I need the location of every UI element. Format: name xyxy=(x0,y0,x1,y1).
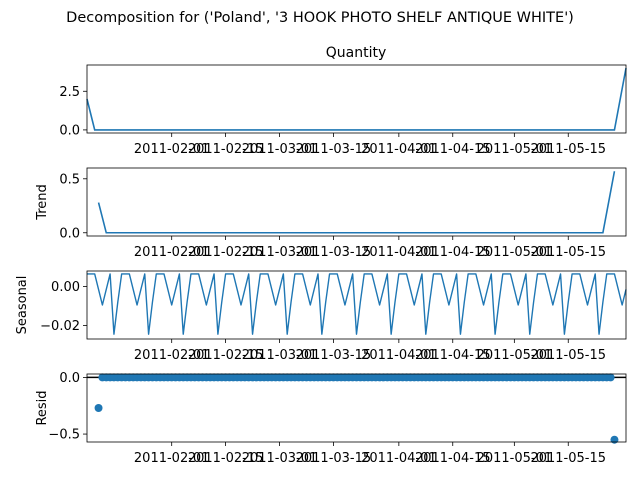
seasonal-xtick-label: 2011-05-15 xyxy=(530,348,606,363)
resid-ytick-label: −0.5 xyxy=(48,428,80,443)
observed-xtick-label: 2011-05-15 xyxy=(530,142,606,157)
trend-xtick-label: 2011-04-15 xyxy=(415,245,491,260)
resid-xtick-label: 2011-04-01 xyxy=(361,451,437,466)
trend-axes-frame xyxy=(86,167,627,237)
resid-xtick-label: 2011-03-15 xyxy=(296,451,372,466)
resid-xtick-label: 2011-05-15 xyxy=(530,451,606,466)
panel-seasonal: 0.00−0.022011-02-012011-02-152011-03-012… xyxy=(15,270,627,363)
panel-observed: 0.02.52011-02-012011-02-152011-03-012011… xyxy=(59,64,627,157)
seasonal-xtick-label: 2011-02-01 xyxy=(134,348,210,363)
seasonal-series-line xyxy=(87,273,627,335)
resid-axes-frame xyxy=(86,373,627,443)
trend-ytick-label: 0.5 xyxy=(59,172,80,187)
panel-resid: 0.0−0.52011-02-012011-02-152011-03-01201… xyxy=(35,371,627,466)
panel-observed-title: Quantity xyxy=(326,45,387,61)
resid-ytick-label: 0.0 xyxy=(59,371,80,386)
trend-xtick-label: 2011-02-01 xyxy=(134,245,210,260)
resid-xtick-label: 2011-05-01 xyxy=(477,451,553,466)
observed-ytick-label: 0.0 xyxy=(59,123,80,138)
observed-xtick-label: 2011-03-15 xyxy=(296,142,372,157)
observed-series-line xyxy=(86,67,627,131)
observed-xtick-label: 2011-02-15 xyxy=(188,142,264,157)
seasonal-xtick-label: 2011-03-01 xyxy=(242,348,318,363)
panels: 0.02.52011-02-012011-02-152011-03-012011… xyxy=(15,64,627,466)
trend-xtick-label: 2011-03-01 xyxy=(242,245,318,260)
resid-ylabel: Resid xyxy=(35,390,50,425)
trend-xtick-label: 2011-03-15 xyxy=(296,245,372,260)
observed-xtick-label: 2011-05-01 xyxy=(477,142,553,157)
seasonal-xtick-label: 2011-03-15 xyxy=(296,348,372,363)
observed-xtick-label: 2011-04-01 xyxy=(361,142,437,157)
seasonal-axes-frame xyxy=(86,270,627,340)
seasonal-xtick-label: 2011-05-01 xyxy=(477,348,553,363)
trend-xtick-label: 2011-02-15 xyxy=(188,245,264,260)
seasonal-ytick-label: −0.02 xyxy=(40,319,80,334)
resid-point xyxy=(610,435,619,444)
seasonal-xtick-label: 2011-04-15 xyxy=(415,348,491,363)
trend-xtick-label: 2011-05-15 xyxy=(530,245,606,260)
panel-trend: 0.00.52011-02-012011-02-152011-03-012011… xyxy=(35,167,627,260)
trend-ylabel: Trend xyxy=(35,184,50,221)
resid-xtick-label: 2011-02-15 xyxy=(188,451,264,466)
resid-xtick-label: 2011-02-01 xyxy=(134,451,210,466)
seasonal-ytick-label: 0.00 xyxy=(51,280,80,295)
observed-ytick-label: 2.5 xyxy=(59,85,80,100)
resid-xtick-label: 2011-04-15 xyxy=(415,451,491,466)
seasonal-xtick-label: 2011-02-15 xyxy=(188,348,264,363)
observed-axes-frame xyxy=(86,64,627,134)
resid-point xyxy=(94,404,103,412)
seasonal-ylabel: Seasonal xyxy=(15,276,30,335)
observed-xtick-label: 2011-02-01 xyxy=(134,142,210,157)
seasonal-xtick-label: 2011-04-01 xyxy=(361,348,437,363)
trend-series-line xyxy=(97,171,616,234)
observed-xtick-label: 2011-04-15 xyxy=(415,142,491,157)
trend-xtick-label: 2011-05-01 xyxy=(477,245,553,260)
resid-point xyxy=(606,373,615,382)
resid-xtick-label: 2011-03-01 xyxy=(242,451,318,466)
observed-xtick-label: 2011-03-01 xyxy=(242,142,318,157)
trend-xtick-label: 2011-04-01 xyxy=(361,245,437,260)
figure-title: Decomposition for ('Poland', '3 HOOK PHO… xyxy=(66,10,574,26)
trend-ytick-label: 0.0 xyxy=(59,226,80,241)
